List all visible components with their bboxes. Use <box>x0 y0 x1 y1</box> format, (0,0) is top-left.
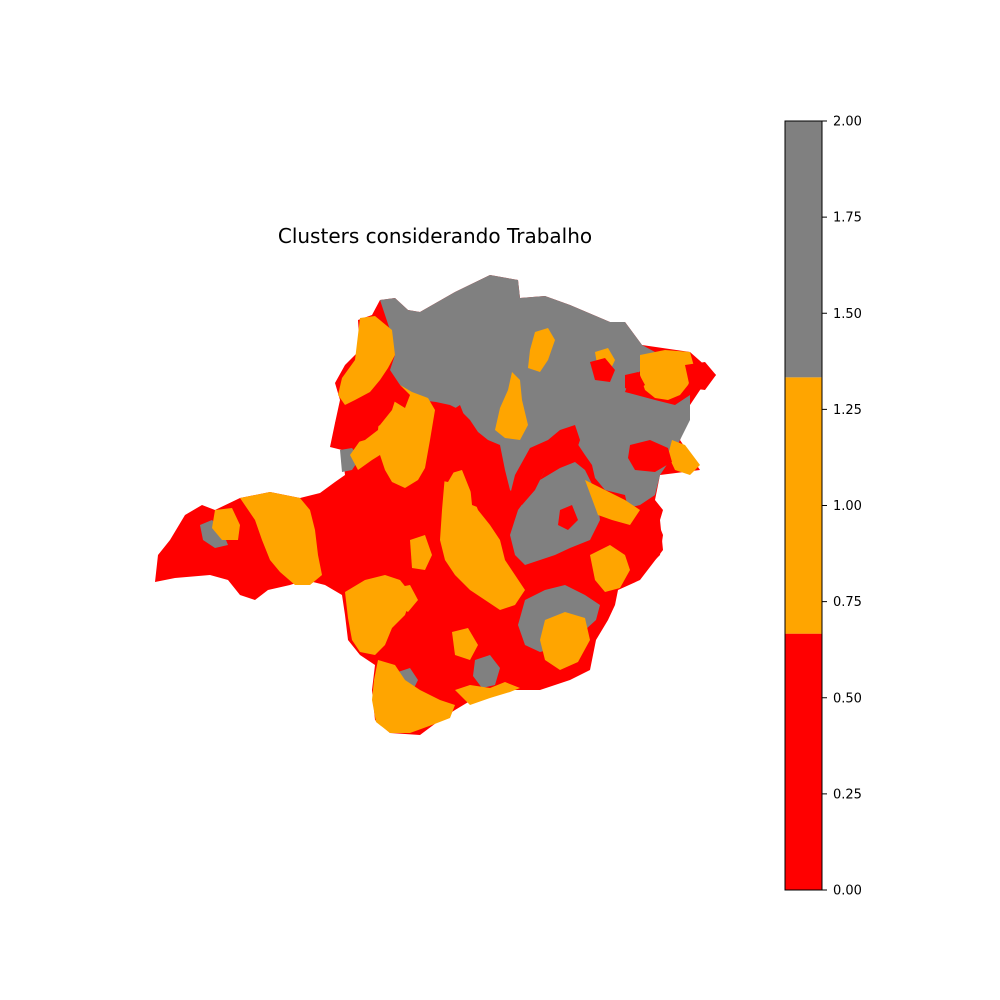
region-gray-north <box>380 275 690 508</box>
region-red-corridor <box>438 405 468 482</box>
region-orange-mid4 <box>395 585 418 612</box>
region-orange-mid2 <box>540 612 590 670</box>
colorbar-tick-label: 0.75 <box>833 595 862 610</box>
colorbar-band-0 <box>785 633 822 890</box>
region-red-east3 <box>558 505 578 530</box>
region-red-ne3 <box>625 372 645 392</box>
colorbar-tick-label: 1.25 <box>833 403 862 418</box>
colorbar: 0.00 0.25 0.50 0.75 1.00 1.25 1.50 1.75 2.00 <box>784 115 862 899</box>
region-orange-southwest <box>345 575 412 655</box>
region-orange-mid3 <box>452 628 478 660</box>
colorbar-band-2 <box>785 121 822 378</box>
region-gray-east <box>510 462 600 565</box>
region-gray-west <box>200 520 228 548</box>
region-red-ne1 <box>590 358 615 382</box>
region-orange-mid1 <box>410 535 432 570</box>
region-red-east1 <box>510 425 580 505</box>
colorbar-tick-label: 0.00 <box>833 884 862 899</box>
region-orange-west2 <box>212 508 240 540</box>
choropleth-map <box>155 275 716 735</box>
region-orange-ne1 <box>528 328 555 372</box>
map-title: Clusters considerando Trabalho <box>278 224 592 248</box>
region-orange-ne3 <box>668 440 700 475</box>
colorbar-bands <box>785 121 822 890</box>
colorbar-tick-label: 1.75 <box>833 211 862 226</box>
colorbar-tick-label: 1.50 <box>833 307 862 322</box>
colorbar-tick-label: 0.50 <box>833 691 862 706</box>
colorbar-ticks: 0.00 0.25 0.50 0.75 1.00 1.25 1.50 1.75 2.00 <box>822 115 862 899</box>
region-orange-south2 <box>455 682 520 705</box>
region-orange-center <box>440 470 525 610</box>
colorbar-tick-label: 0.25 <box>833 787 862 802</box>
region-red-ne4 <box>628 440 672 472</box>
region-red-east2 <box>638 515 663 570</box>
region-red-ne2 <box>685 362 716 390</box>
region-gray-south2 <box>473 655 500 688</box>
region-red-northwest <box>335 400 380 445</box>
colorbar-band-1 <box>785 377 822 634</box>
region-orange-west1 <box>240 492 322 585</box>
region-orange-east1 <box>585 480 640 525</box>
region-orange-ne2 <box>640 350 695 400</box>
region-orange-northcenter <box>350 385 435 488</box>
region-orange-northwest <box>338 316 395 405</box>
region-red-north <box>382 372 410 408</box>
colorbar-tick-label: 1.00 <box>833 499 862 514</box>
region-orange-east2 <box>590 545 630 592</box>
region-orange-corridor <box>495 372 528 440</box>
region-orange-south <box>372 660 455 733</box>
region-red-center1 <box>470 478 490 510</box>
colorbar-tick-label: 2.00 <box>833 115 862 130</box>
